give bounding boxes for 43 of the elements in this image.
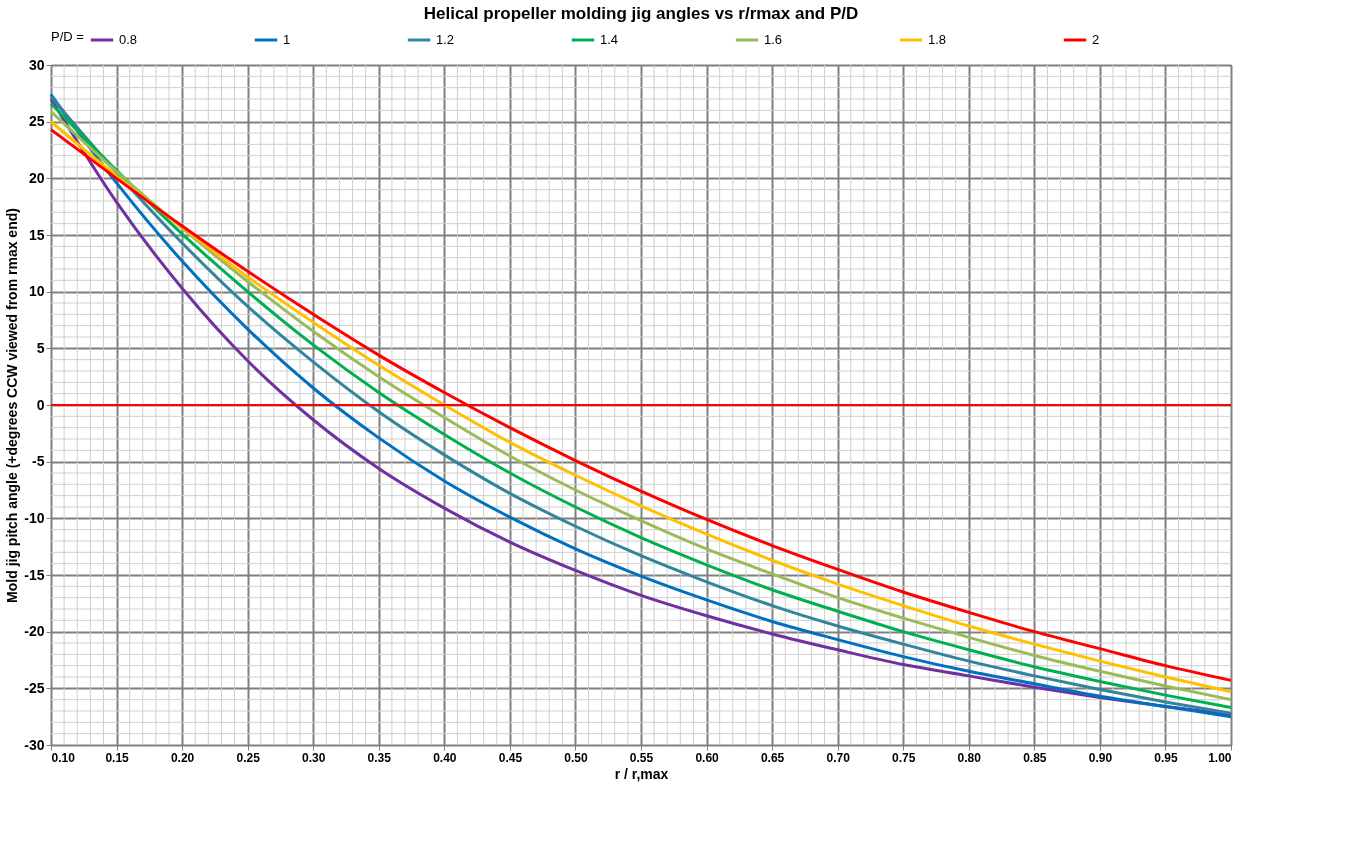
x-tick-label: 0.15: [105, 750, 130, 765]
y-axis-title: Mold jig pitch angle (+degrees CCW viewed from rmax end): [4, 208, 21, 603]
legend-label: 1.2: [436, 32, 455, 47]
legend-title: P/D =: [51, 29, 84, 44]
y-tick-label: -5: [32, 453, 45, 470]
legend-label: 2: [1092, 32, 1100, 47]
legend-label: 1.4: [600, 32, 619, 47]
x-axis-title: r / r,max: [614, 765, 669, 782]
legend-label: 1: [283, 32, 291, 47]
x-tick-label: 0.30: [302, 750, 326, 765]
x-tick-label: 0.35: [367, 750, 392, 765]
x-tick-label: 1.00: [1208, 750, 1232, 765]
legend-label: 0.8: [119, 32, 138, 47]
x-tick-label: 0.85: [1023, 750, 1047, 765]
y-tick-label: 15: [28, 226, 45, 243]
y-tick-label: 25: [28, 113, 45, 130]
x-tick-label: 0.90: [1088, 750, 1113, 765]
y-tick-label: -10: [24, 509, 45, 526]
x-tick-label: 0.75: [892, 750, 916, 765]
y-tick-label: 10: [28, 283, 45, 300]
x-tick-label: 0.55: [629, 750, 654, 765]
x-tick-label: 0.70: [826, 750, 851, 765]
y-tick-label: 20: [28, 169, 45, 186]
x-tick-label: 0.65: [760, 750, 785, 765]
x-tick-label: 0.10: [51, 750, 76, 765]
y-tick-label: -25: [24, 679, 45, 696]
x-tick-label: 0.40: [433, 750, 457, 765]
x-tick-label: 0.20: [170, 750, 195, 765]
legend-label: 1.6: [764, 32, 783, 47]
x-tick-label: 0.25: [236, 750, 261, 765]
y-tick-label: 30: [28, 56, 45, 73]
y-tick-label: -30: [24, 736, 45, 753]
y-tick-label: 0: [36, 396, 45, 413]
legend-label: 1.8: [928, 32, 947, 47]
y-tick-label: 5: [36, 339, 45, 356]
chart-title: Helical propeller molding jig angles vs r/rmax and P/D: [423, 4, 859, 23]
y-tick-label: -15: [24, 566, 45, 583]
x-tick-label: 0.80: [957, 750, 982, 765]
x-tick-label: 0.45: [498, 750, 523, 765]
x-tick-label: 0.95: [1154, 750, 1178, 765]
x-tick-label: 0.60: [695, 750, 720, 765]
y-tick-label: -20: [24, 623, 45, 640]
x-tick-label: 0.50: [564, 750, 588, 765]
